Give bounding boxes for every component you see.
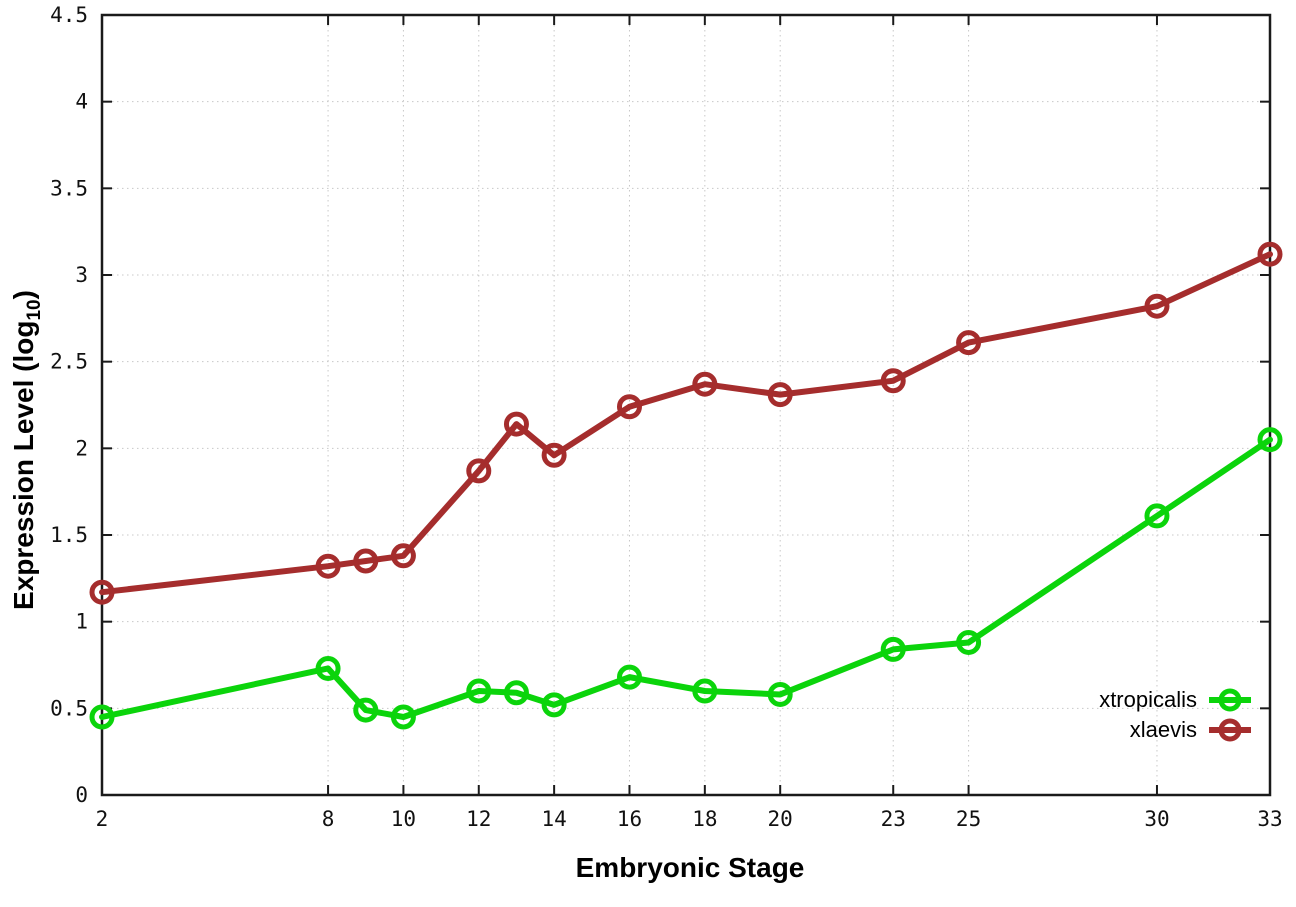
x-tick-label: 2 xyxy=(96,807,109,831)
data-point-xlaevis xyxy=(466,458,492,484)
y-tick-label: 3 xyxy=(75,263,88,287)
series-line-xtropicalis xyxy=(99,436,1273,720)
y-tick-label: 2 xyxy=(75,436,88,460)
data-point-xlaevis xyxy=(1144,293,1170,319)
y-tick-label: 4 xyxy=(75,90,88,114)
legend-item-xlaevis: xlaevis xyxy=(1130,717,1253,743)
y-tick-label: 3.5 xyxy=(50,176,88,200)
x-tick-label: 18 xyxy=(692,807,717,831)
x-tick-label: 16 xyxy=(617,807,642,831)
legend: xtropicalis xlaevis xyxy=(1099,687,1253,743)
x-axis-title: Embryonic Stage xyxy=(575,852,805,883)
x-tick-label: 14 xyxy=(541,807,566,831)
data-point-xlaevis xyxy=(1257,241,1283,267)
data-point-xtropicalis xyxy=(353,697,379,723)
data-point-xtropicalis xyxy=(767,681,793,707)
data-point-xtropicalis xyxy=(880,636,906,662)
plot-border xyxy=(100,13,1272,797)
data-point-xlaevis xyxy=(956,330,982,356)
y-axis-title: Expression Level (log10) xyxy=(8,290,46,610)
legend-label-xtropicalis: xtropicalis xyxy=(1099,687,1197,712)
data-point-xtropicalis xyxy=(315,655,341,681)
data-point-xlaevis xyxy=(616,394,642,420)
x-tick-label: 10 xyxy=(391,807,416,831)
y-tick-label: 1.5 xyxy=(50,523,88,547)
y-tick-label: 4.5 xyxy=(50,3,88,27)
x-tick-label: 20 xyxy=(768,807,793,831)
data-point-xtropicalis xyxy=(503,680,529,706)
x-tick-label: 8 xyxy=(322,807,335,831)
data-point-xtropicalis xyxy=(1257,427,1283,453)
data-point-xlaevis xyxy=(692,371,718,397)
series-line-xlaevis xyxy=(99,251,1273,596)
data-point-xtropicalis xyxy=(89,704,115,730)
y-axis-title-text: Expression Level (log xyxy=(8,320,40,610)
x-tick-label: 23 xyxy=(881,807,906,831)
data-point-xlaevis xyxy=(390,543,416,569)
x-tick-label: 25 xyxy=(956,807,981,831)
y-tick-label: 0.5 xyxy=(50,696,88,720)
y-axis-title-suffix: ) xyxy=(8,290,40,300)
data-point-xlaevis xyxy=(315,553,341,579)
data-point-xtropicalis xyxy=(616,664,642,690)
y-tick-label: 2.5 xyxy=(50,350,88,374)
x-tick-label: 12 xyxy=(466,807,491,831)
data-point-xtropicalis xyxy=(390,704,416,730)
data-point-xlaevis xyxy=(503,411,529,437)
data-point-xlaevis xyxy=(767,382,793,408)
x-tick-label: 33 xyxy=(1257,807,1282,831)
legend-marker-icon xyxy=(1209,718,1251,742)
y-axis-title-subscript: 10 xyxy=(23,299,45,321)
data-point-xlaevis xyxy=(880,368,906,394)
data-point-xlaevis xyxy=(353,548,379,574)
data-point-xtropicalis xyxy=(541,692,567,718)
legend-item-xtropicalis: xtropicalis xyxy=(1099,687,1253,713)
data-point-xtropicalis xyxy=(1144,503,1170,529)
y-tick-label: 0 xyxy=(75,783,88,807)
data-point-xtropicalis xyxy=(466,678,492,704)
data-point-xtropicalis xyxy=(692,678,718,704)
data-point-xlaevis xyxy=(541,442,567,468)
data-point-xtropicalis xyxy=(956,629,982,655)
data-point-xlaevis xyxy=(89,579,115,605)
legend-marker-icon xyxy=(1209,688,1251,712)
y-tick-label: 1 xyxy=(75,610,88,634)
legend-label-xlaevis: xlaevis xyxy=(1129,717,1197,742)
x-tick-label: 30 xyxy=(1144,807,1169,831)
